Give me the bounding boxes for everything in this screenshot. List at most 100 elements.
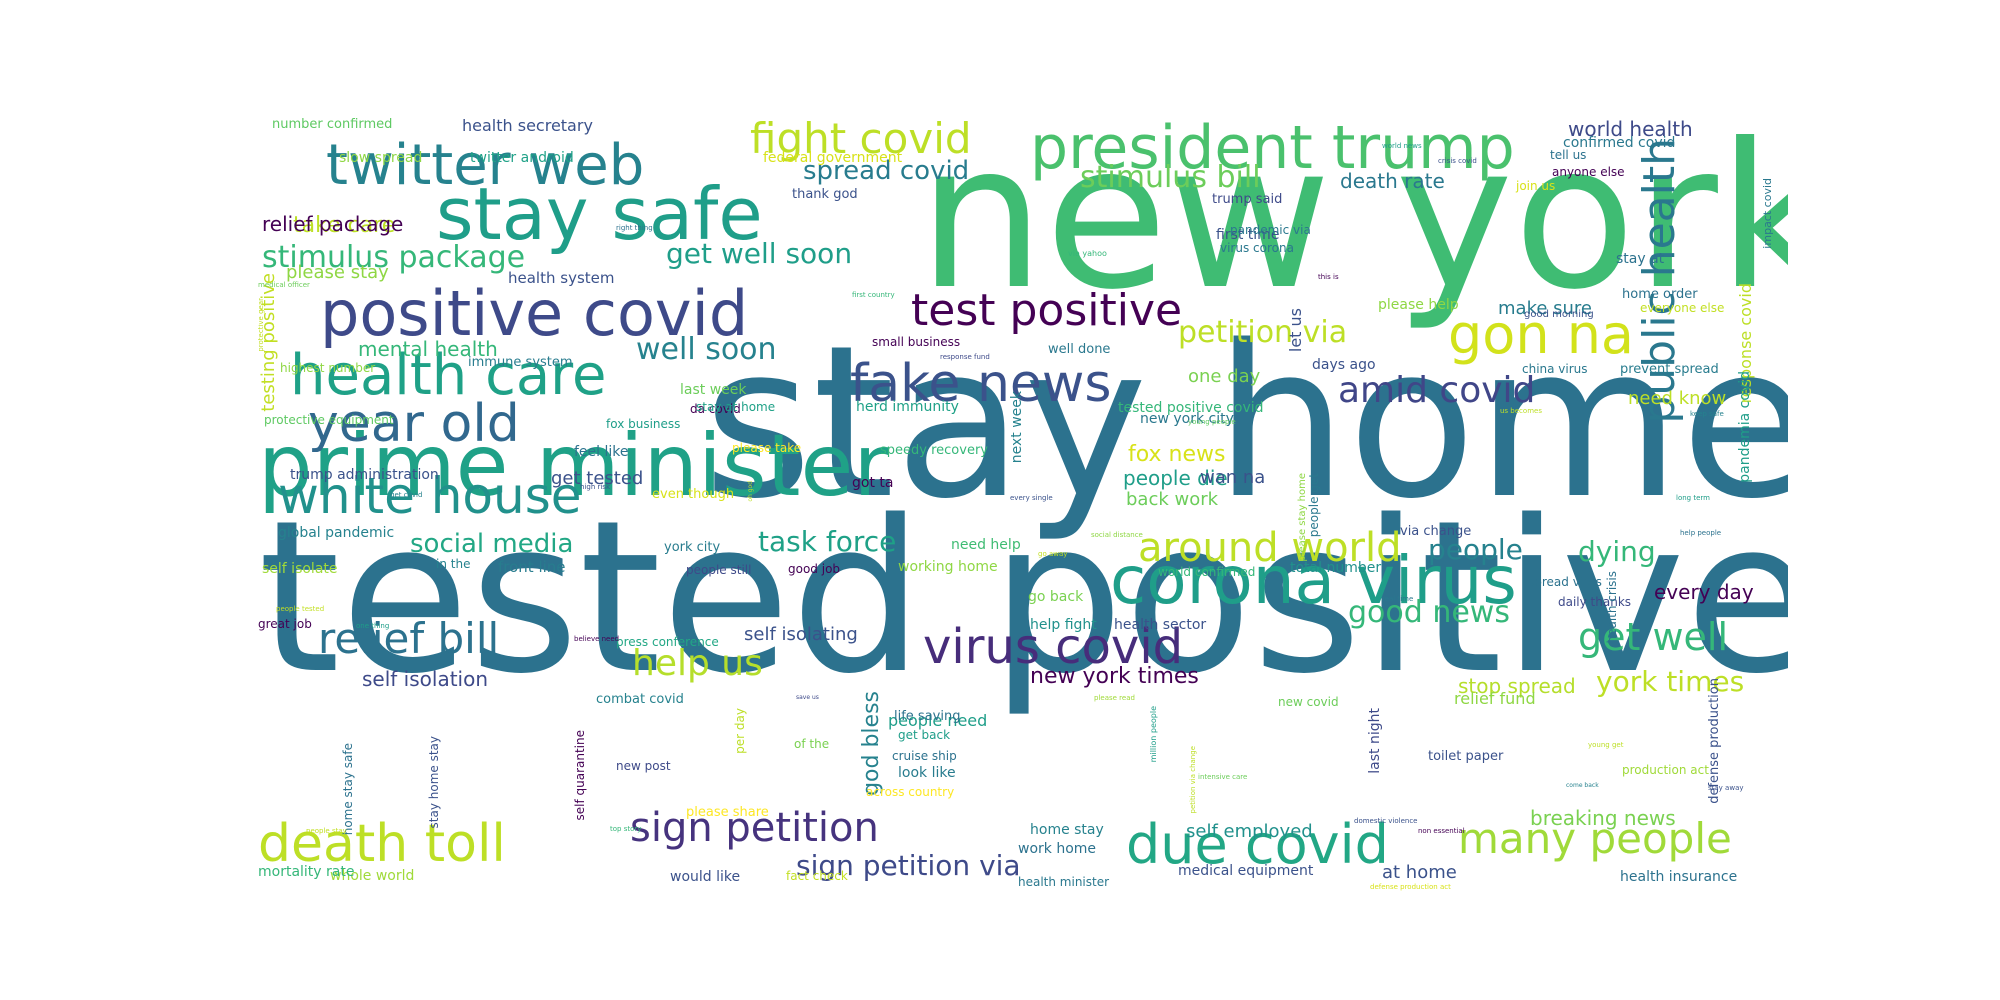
word-crisis-covid: crisis covid xyxy=(1438,157,1477,165)
word-death-toll: death toll xyxy=(258,814,506,874)
word-prime-minister: prime minister xyxy=(258,416,889,516)
word-let-us: let us xyxy=(1286,308,1305,353)
word-virus-corona: virus corona xyxy=(1220,241,1294,255)
word-confirmed-covid: confirmed covid xyxy=(1563,135,1676,151)
word-social-media: social media xyxy=(410,529,574,559)
word-health-sector: health sector xyxy=(1114,617,1207,633)
word-well-done: well done xyxy=(1048,342,1111,357)
word-speedy-recovery: speedy recovery xyxy=(880,443,988,458)
word-da-covid: da covid xyxy=(690,402,741,416)
word-top-story: top story xyxy=(610,825,642,833)
word-medical-officer: medical officer xyxy=(258,281,310,289)
word-of-the: of the xyxy=(794,737,830,751)
word-new-york: new york xyxy=(918,118,1788,334)
word-back-work: back work xyxy=(1126,489,1219,510)
word-non-essential: non essential xyxy=(1418,827,1465,835)
word-wan-na: wan na xyxy=(1200,467,1266,488)
word-york-times: york times xyxy=(1596,665,1745,698)
word-white-house: white house xyxy=(278,467,582,525)
word-fight-covid: fight covid xyxy=(750,118,972,163)
word-spread-virus: spread virus xyxy=(1528,575,1602,589)
word-world-health: world health xyxy=(1568,118,1693,141)
word-stimulus-package: stimulus package xyxy=(262,240,526,275)
word-number-confirmed: number confirmed xyxy=(272,118,393,132)
word-feel-like: feel like xyxy=(574,444,629,460)
word-stay-at: stay at xyxy=(1616,251,1665,267)
word-one-thing: one thing xyxy=(356,622,390,630)
word-stay-safe: stay safe xyxy=(436,172,763,256)
word-protective-gear: protective gear xyxy=(258,298,265,352)
word-last-week: last week xyxy=(680,382,747,398)
word-press-conference: press conference xyxy=(616,635,719,649)
word-one-day: one day xyxy=(1188,366,1261,387)
word-relief-package: relief package xyxy=(262,212,404,236)
word-corona-virus: corona virus xyxy=(1110,542,1517,619)
word-young-get: young get xyxy=(1588,741,1624,749)
word-people-get: people get xyxy=(1307,473,1321,538)
word-please-stay-home: please stay home xyxy=(1297,473,1308,562)
word-herd-immunity: herd immunity xyxy=(856,399,959,415)
word-impact-covid: impact covid xyxy=(1761,178,1774,249)
word-at-home: at home xyxy=(1382,862,1457,883)
word-first-country: first country xyxy=(852,291,895,299)
word-need-help: need help xyxy=(951,537,1021,553)
word-people-die: people die xyxy=(1123,466,1228,490)
word-cruise-ship: cruise ship xyxy=(892,749,957,763)
word-positive-covid: positive covid xyxy=(320,277,749,350)
word-world-confirmed: world confirmed xyxy=(1158,565,1256,579)
word-days-ago: days ago xyxy=(1312,357,1376,373)
word-around-world: around world xyxy=(1138,525,1402,571)
word-across-country: across country xyxy=(866,785,955,799)
word-got-ta: got ta xyxy=(852,475,894,491)
word-please-read: please read xyxy=(1094,694,1135,702)
word-good-job: good job xyxy=(788,562,841,576)
word-save-us: save us xyxy=(796,694,819,701)
word-even-though: even though xyxy=(652,487,735,502)
word-health-care: health care xyxy=(290,343,607,408)
word-work-home: work home xyxy=(1018,841,1097,857)
word-believe-need: believe need xyxy=(574,635,620,643)
word-help-fight: help fight xyxy=(1030,617,1097,633)
word-small-business: small business xyxy=(872,335,961,349)
word-global-pandemic: global pandemic xyxy=(278,525,395,541)
word-come-back: come back xyxy=(1566,782,1599,789)
word-new-covid: new covid xyxy=(1278,695,1339,709)
word-every-day: every day xyxy=(1654,580,1754,604)
word-twitter-web: twitter web xyxy=(326,133,645,198)
word-oh-god: oh god xyxy=(747,481,754,502)
word-please-take: please take xyxy=(732,441,802,455)
word-per-day: per day xyxy=(733,708,747,754)
word-fox-news: fox news xyxy=(1128,442,1226,467)
word-social-distance: social distance xyxy=(1091,531,1143,539)
word-make-sure: make sure xyxy=(1498,298,1593,319)
word-president-trump: president trump xyxy=(1030,118,1515,183)
word-relief-fund: relief fund xyxy=(1454,689,1536,708)
word-trump-said: trump said xyxy=(1212,192,1283,207)
word-slow-spread: slow spread xyxy=(339,150,423,166)
word-domestic-violence: domestic violence xyxy=(1354,817,1418,825)
word-immune-system: immune system xyxy=(468,355,573,370)
word-self-quarantine: self quarantine xyxy=(573,730,587,821)
word-us-becomes: us becomes xyxy=(1500,407,1542,415)
word-breaking-news: breaking news xyxy=(1530,806,1676,830)
word-million-people: million people xyxy=(1149,706,1158,763)
word-anyone-else: anyone else xyxy=(1552,165,1625,179)
word-front-line: front line xyxy=(498,558,566,576)
word-mortality-rate: mortality rate xyxy=(258,864,355,880)
word-last-night: last night xyxy=(1367,708,1383,774)
word-tested-positive: tested positive xyxy=(258,475,1788,720)
word-federal-government: federal government xyxy=(763,150,903,166)
word-whole-world: whole world xyxy=(330,868,415,884)
word-new-york-city: new york city xyxy=(1140,411,1234,427)
word-join-us: join us xyxy=(1516,179,1556,193)
word-thank-god: thank god xyxy=(792,187,858,202)
word-new-post: new post xyxy=(616,759,671,773)
word-help-people: help people xyxy=(1680,529,1722,537)
word-twitter-android: twitter android xyxy=(470,150,574,166)
word-in-the: in the xyxy=(436,557,471,571)
word-amid-covid: amid covid xyxy=(1338,370,1536,411)
word-good-morning: good morning xyxy=(1524,309,1594,320)
word-this-is: this is xyxy=(1318,273,1339,281)
word-pandemia-covid: pandemia covid xyxy=(1737,371,1753,483)
word-get-covid: get covid xyxy=(390,491,423,499)
